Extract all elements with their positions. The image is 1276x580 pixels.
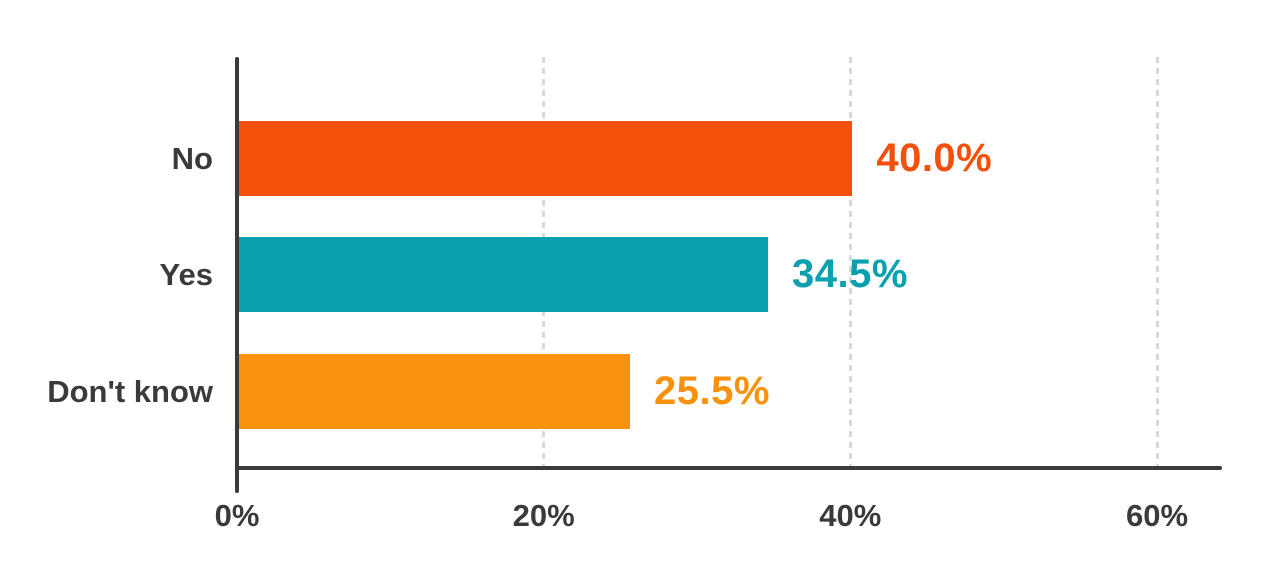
category-label: Don't know	[47, 373, 213, 409]
bar-don-t-know	[239, 353, 630, 429]
bar-no	[239, 121, 853, 196]
value-label: 40.0%	[876, 136, 993, 180]
y-axis-line	[235, 57, 239, 493]
category-label: No	[171, 141, 213, 176]
value-label: 25.5%	[654, 368, 770, 413]
value-label: 34.5%	[792, 252, 908, 297]
x-axis-line	[235, 466, 1222, 470]
x-tick-label-60pct: 60%	[1125, 498, 1189, 533]
x-tick-label-40pct: 40%	[819, 498, 882, 533]
gridline-40	[848, 57, 852, 466]
gridline-60	[1155, 57, 1159, 466]
bar-yes	[239, 237, 768, 313]
x-tick-label-20pct: 20%	[512, 498, 575, 533]
x-tick-label-0pct: 0%	[214, 498, 260, 533]
category-label: Yes	[159, 257, 213, 293]
